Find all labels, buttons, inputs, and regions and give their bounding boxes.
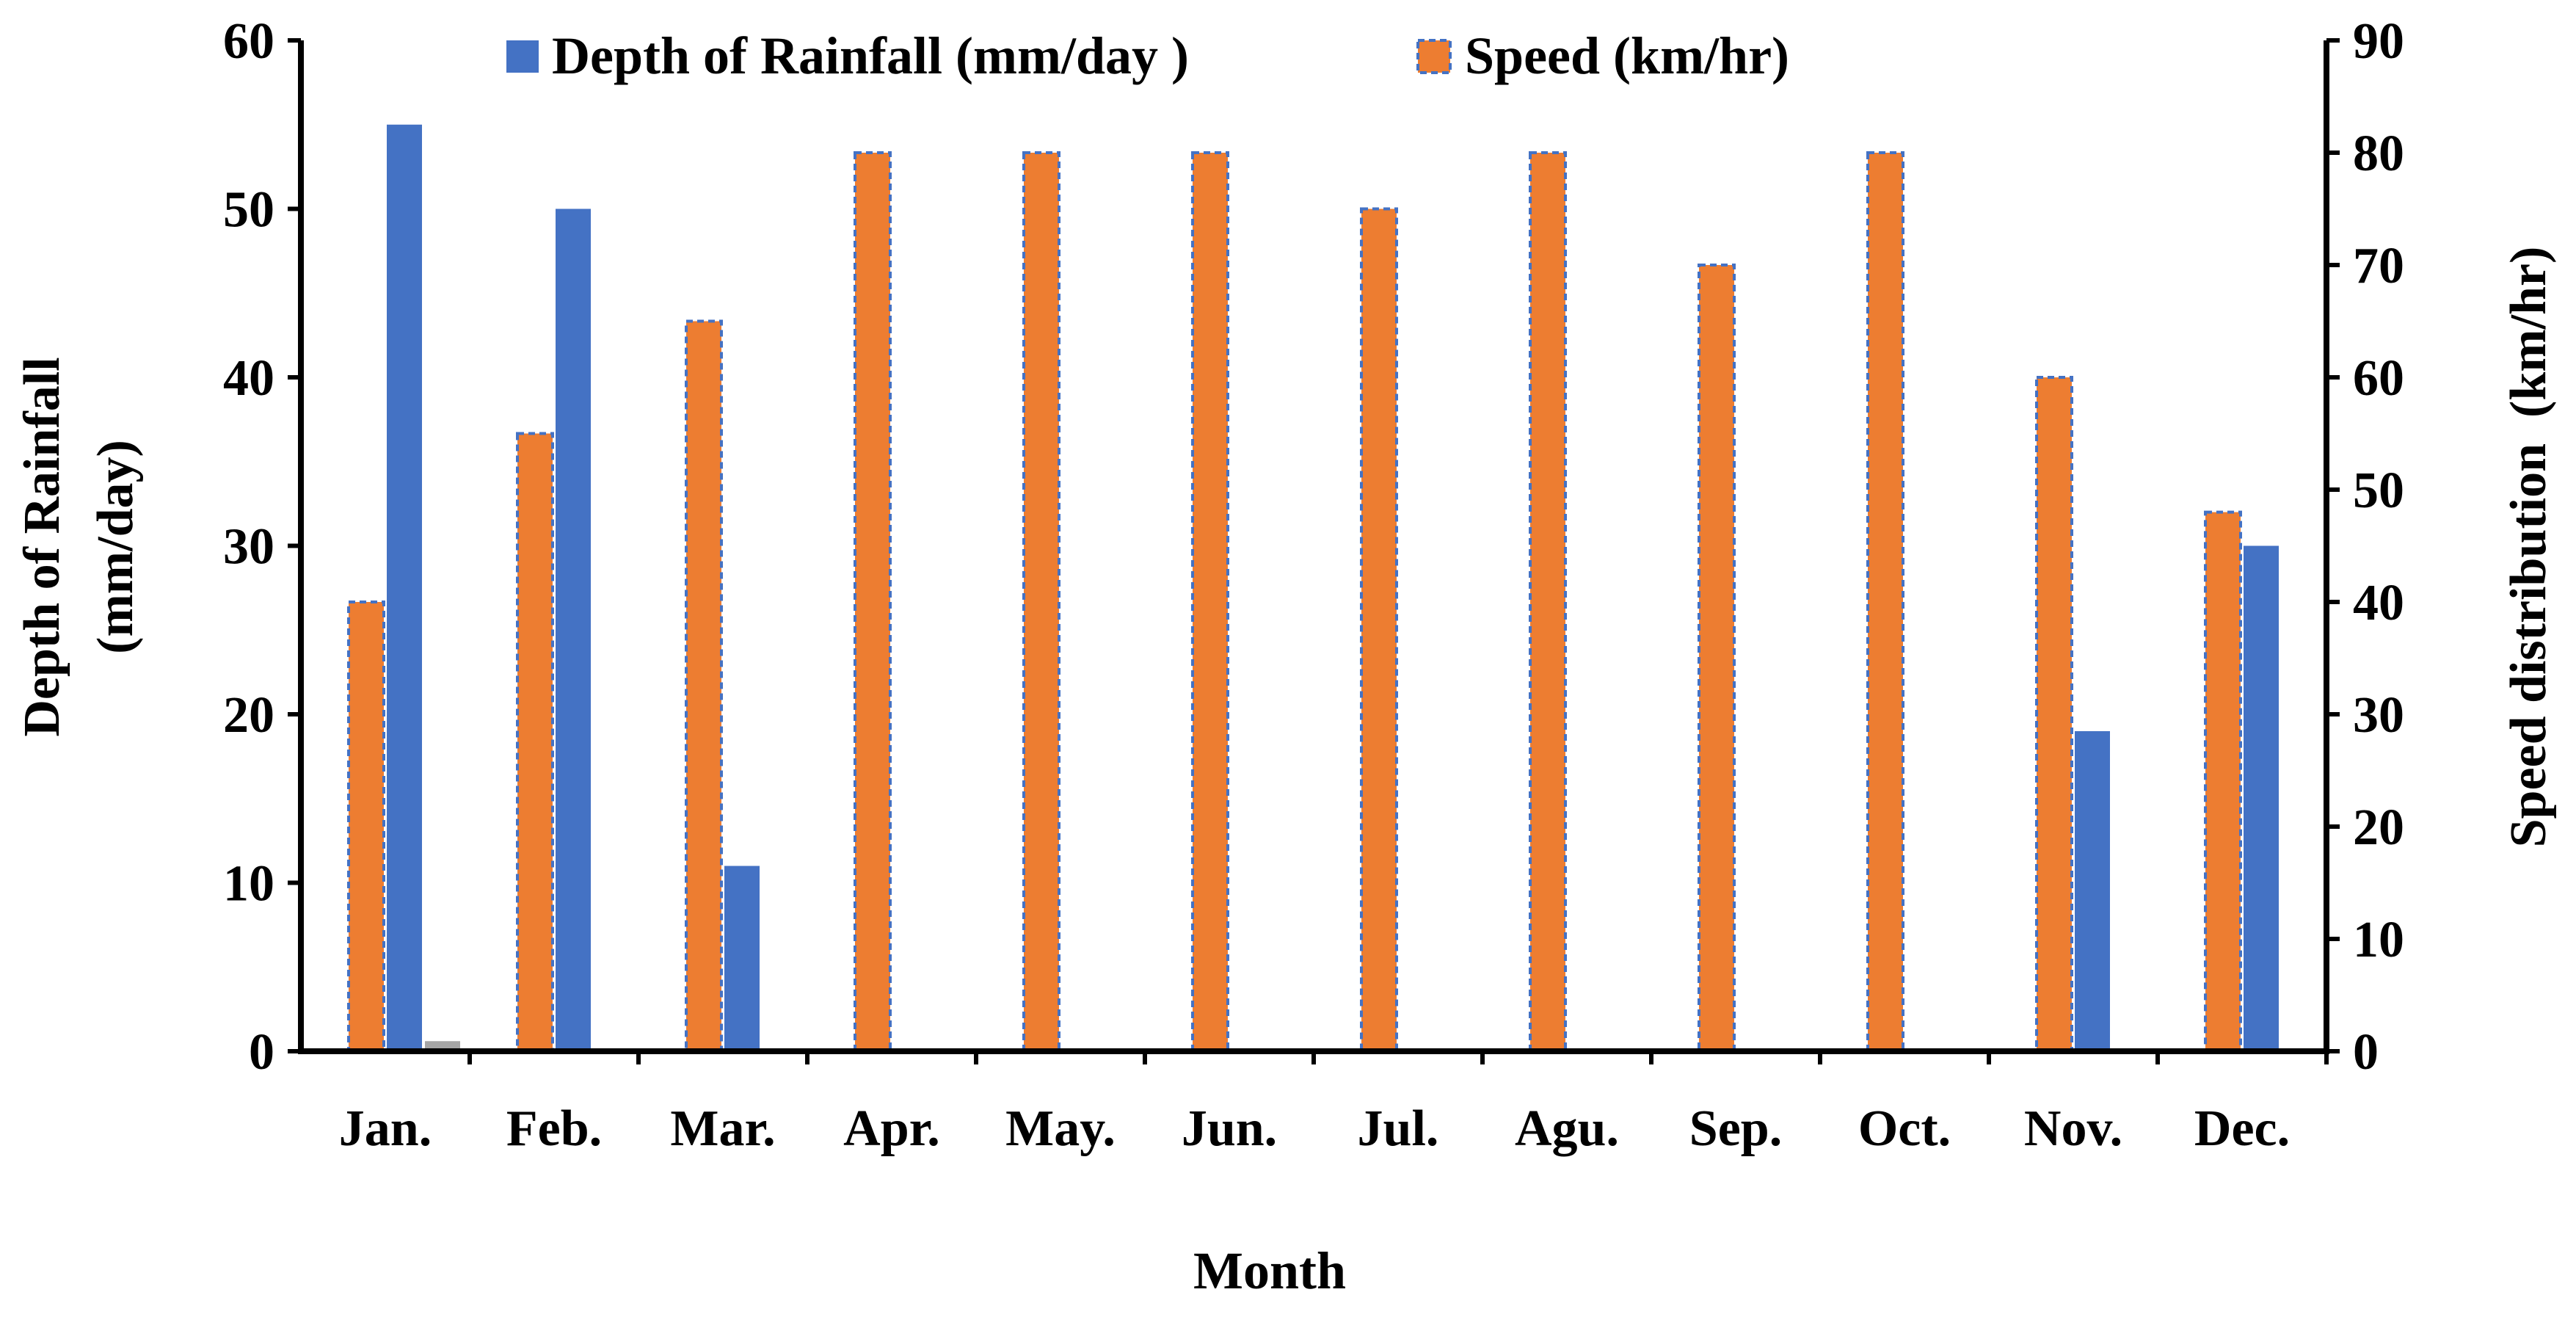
labels: Month Depth of Rainfall (mm/day) Speed d… (14, 247, 2557, 1300)
y-right-tick-label-8: 80 (2353, 126, 2404, 182)
bar-speed-2 (685, 319, 723, 1053)
x-tick-label-6: Jul. (1358, 1100, 1439, 1157)
legend-label-speed: Speed (km/hr) (1465, 26, 1789, 85)
bar-rainfall-2 (724, 866, 760, 1051)
ticks: Jan. Feb. Mar. Apr. May. Jun. Jul. Agu. Sep. Oct.… (223, 13, 2404, 1157)
x-tick-label-3: Apr. (843, 1100, 940, 1157)
bar-speed-10 (2035, 376, 2073, 1053)
bar-rainfall-10 (2075, 730, 2110, 1051)
y-left-tick-label-6: 60 (223, 13, 274, 70)
y-left-tick-label-4: 40 (223, 350, 274, 407)
left-axis-title-line1: Depth of Rainfall (14, 357, 70, 736)
legend: Depth of Rainfall (mm/day ) Speed (km/hr… (506, 26, 1789, 85)
bar-speed-1 (516, 432, 554, 1053)
x-tick-label-2: Mar. (670, 1100, 775, 1157)
plot-area (347, 124, 2279, 1053)
x-tick-label-10: Nov. (2024, 1100, 2122, 1157)
y-right-tick-label-4: 40 (2353, 575, 2404, 631)
bar-rainfall-11 (2244, 545, 2279, 1051)
y-right-tick-label-3: 30 (2353, 687, 2404, 744)
y-left-tick-label-0: 0 (249, 1024, 274, 1081)
bar-speed-6 (1360, 207, 1398, 1053)
bar-speed-11 (2204, 510, 2242, 1053)
y-right-tick-label-1: 10 (2353, 912, 2404, 968)
x-tick-label-4: May. (1005, 1100, 1116, 1157)
legend-label-rainfall: Depth of Rainfall (mm/day ) (552, 26, 1189, 85)
x-tick-label-5: Jun. (1182, 1100, 1277, 1157)
left-axis-title-line2: (mm/day) (87, 440, 144, 654)
x-axis-title: Month (1193, 1241, 1346, 1300)
bar-speed-8 (1698, 264, 1736, 1053)
y-right-tick-label-6: 60 (2353, 350, 2404, 407)
x-tick-label-0: Jan. (339, 1100, 432, 1157)
y-left-tick-label-2: 20 (223, 687, 274, 744)
y-left-tick-label-5: 50 (223, 182, 274, 239)
bar-speed-4 (1022, 151, 1060, 1053)
x-tick-label-9: Oct. (1858, 1100, 1951, 1157)
x-tick-label-7: Agu. (1515, 1100, 1619, 1157)
y-right-tick-label-9: 90 (2353, 13, 2404, 70)
x-tick-label-11: Dec. (2194, 1100, 2290, 1157)
y-right-tick-label-5: 50 (2353, 462, 2404, 519)
x-tick-label-8: Sep. (1689, 1100, 1782, 1157)
axes (298, 40, 2329, 1054)
x-tick-label-1: Feb. (506, 1100, 602, 1157)
y-right-tick-label-7: 70 (2353, 238, 2404, 294)
bar-speed-5 (1191, 151, 1229, 1053)
bar-rainfall-1 (556, 208, 591, 1051)
bar-speed-7 (1529, 151, 1567, 1053)
bar-speed-0 (347, 601, 385, 1053)
legend-swatch-speed (1416, 39, 1452, 74)
y-left-tick-label-3: 30 (223, 519, 274, 576)
y-right-tick-label-0: 0 (2353, 1024, 2379, 1081)
legend-swatch-rainfall (506, 40, 539, 73)
bar-speed-9 (1866, 151, 1904, 1053)
bar-speed-3 (854, 151, 892, 1053)
y-right-tick-label-2: 20 (2353, 799, 2404, 856)
right-axis-title: Speed distribution (km/hr) (2500, 247, 2557, 848)
bar-rainfall-0 (387, 124, 422, 1051)
y-left-tick-label-1: 10 (223, 856, 274, 913)
